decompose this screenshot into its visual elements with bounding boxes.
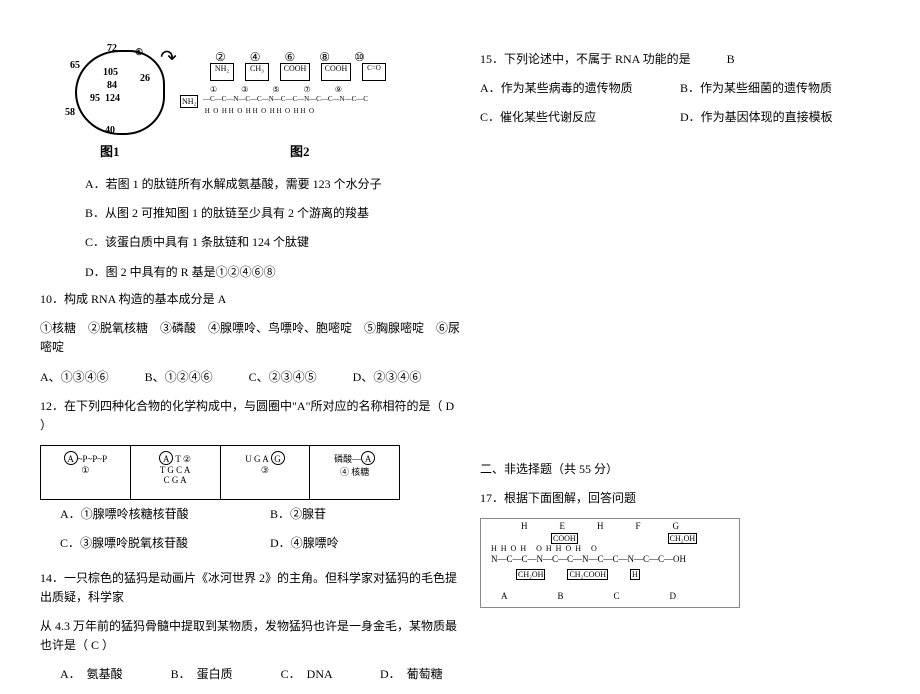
circ-7: ⑦ [304, 85, 311, 94]
backbone: —C—C—N—C—C—N—C—C—N—C—C—N—C—C [203, 95, 368, 103]
num-105: 105 [103, 67, 118, 78]
q15-d: D．作为基因体现的直接模板 [680, 108, 880, 127]
bottom-row: H O H H O H H O H H O H H O [203, 107, 314, 115]
grp-ch2cooh: CH₂COOH [567, 569, 608, 580]
bo: H O H H O H H O H H O H H O [203, 107, 314, 115]
q12-opt-b: B．②腺苷 [250, 505, 460, 524]
q17-stem: 17．根据下面图解，回答问题 [480, 489, 880, 508]
q17-oh: OH [673, 554, 686, 564]
num-95: 95 [90, 93, 100, 104]
section2-title: 二、非选择题（共 55 分） [480, 460, 880, 479]
mid-circles: ① ③ ⑤ ⑦ ⑨ [210, 85, 342, 94]
q17-top-groups: COOH CH₂OH [551, 533, 697, 544]
q17-bottom-labels: A B C D [501, 591, 676, 601]
circ-5: ⑤ [272, 85, 279, 94]
arrow-icon: ↷ [160, 45, 177, 70]
num-58: 58 [65, 107, 75, 118]
num-72: 72 [107, 43, 117, 54]
circ-a-4: A [361, 451, 375, 465]
num-124: 124 [105, 93, 120, 104]
lbl-f: F [636, 521, 641, 531]
box-cooh2: COOH [321, 63, 351, 81]
figure2-label: 图2 [290, 141, 310, 160]
right-column: 15．下列论述中，不属于 RNA 功能的是 B A．作为某些病毒的遗传物质 B．… [480, 50, 880, 138]
q12-p1-num: ① [81, 465, 89, 475]
q14-stem2: 从 4.3 万年前的猛犸骨髓中提取到某物质，发物猛犸也许是一身金毛，某物质最也许… [40, 617, 460, 655]
circ-a-3: G [271, 451, 285, 465]
q17-backbone: N—C—C—N—C—C—N—C—C—N—C—C—OH [491, 554, 686, 564]
q15-stem: 15．下列论述中，不属于 RNA 功能的是 B [480, 50, 880, 69]
q15-b: B．作为某些细菌的遗传物质 [680, 79, 880, 98]
circ-a-1: A [64, 451, 78, 465]
circ-a-2: A [159, 451, 173, 465]
peptide-blob [75, 50, 165, 135]
lbl-g: G [673, 521, 680, 531]
q9-opt-d: D．图 2 中具有的 R 基是①②④⑥⑧ [65, 263, 455, 282]
grp-ch2oh: CH₂OH [668, 533, 697, 544]
circle-1-fig1: ① [135, 47, 143, 58]
q9-opt-c: C．该蛋白质中具有 1 条肽链和 124 个肽键 [65, 233, 455, 252]
q12-opts: A．①腺嘌呤核糖核苷酸 B．②腺苷 C．③腺嘌呤脱氧核苷酸 D．④腺嘌呤 [40, 505, 460, 563]
q12-opt-c: C．③腺嘌呤脱氧核苷酸 [40, 534, 250, 553]
box-ch3: CH₃ [245, 63, 269, 81]
q12-p3: U G A G③ [221, 446, 311, 499]
circ-9: ⑨ [335, 85, 342, 94]
q14-opts: A． 氨基酸 B． 蛋白质 C． DNA D． 葡萄糖 [40, 665, 460, 684]
grp-h: H [630, 569, 640, 580]
q9-options: A．若图 1 的肽链所有水解成氨基酸，需要 123 个水分子 B．从图 2 可推… [65, 175, 455, 292]
q9-opt-a: A．若图 1 的肽链所有水解成氨基酸，需要 123 个水分子 [65, 175, 455, 194]
q10-opts: A、①③④⑥ B、①②④⑥ C、②③④⑤ D、②③④⑥ [40, 368, 460, 387]
q15-a: A．作为某些病毒的遗传物质 [480, 79, 680, 98]
figure1-label: 图1 [100, 141, 120, 160]
q15-row1: A．作为某些病毒的遗传物质 B．作为某些细菌的遗传物质 [480, 79, 880, 108]
num-65: 65 [70, 60, 80, 71]
q10-stem: 10．构成 RNA 构造的基本成分是 A [40, 290, 460, 309]
q17-top-labels: H E H F G [521, 521, 679, 531]
box-co: C=O [362, 63, 386, 81]
num-40: 40 [105, 125, 115, 136]
q17-figure: H E H F G COOH CH₂OH N—C—C—N—C—C—N—C—C—N… [480, 518, 740, 608]
num-26: 26 [140, 73, 150, 84]
right-lower: 二、非选择题（共 55 分） 17．根据下面图解，回答问题 H E H F G … [480, 460, 880, 608]
lbl-h1: H [521, 521, 528, 531]
q15-c: C．催化某些代谢反应 [480, 108, 680, 127]
figure-2: ② ④ ⑥ ⑧ ⑩ NH₂ CH₃ COOH COOH C=O ① ③ ⑤ ⑦ … [195, 45, 435, 155]
bb1: —C—C—N—C—C—N—C—C—N—C—C—N—C—C [203, 95, 368, 103]
grp-ch2oh-2: CH₂OH [516, 569, 545, 580]
q12-opt-a: A．①腺嘌呤核糖核苷酸 [40, 505, 250, 524]
q12-stem: 12．在下列四种化合物的化学构成中，与圆圈中"A"所对应的名称相符的是（ D ） [40, 397, 460, 435]
q14-stem1: 14．一只棕色的猛犸是动画片《冰河世界 2》的主角。但科学家对猛犸的毛色提出质疑… [40, 569, 460, 607]
lbl-c: C [614, 591, 620, 601]
q17-h-top: H H O H O H H O H O [491, 544, 597, 553]
circ-3: ③ [241, 85, 248, 94]
q12-p1: A~P~P~P① [41, 446, 131, 499]
q9-opt-b: B．从图 2 可推知图 1 的肽链至少具有 2 个游离的羧基 [65, 204, 455, 223]
box-cooh1: COOH [280, 63, 310, 81]
q12-opt-d: D．④腺嘌呤 [250, 534, 460, 553]
num-84: 84 [107, 80, 117, 91]
lbl-h2: H [597, 521, 604, 531]
figure-area: 72 65 105 84 26 95 124 58 40 ① 图1 ↷ ② ④ … [65, 45, 435, 165]
nh2-left: NH₂ [180, 95, 198, 108]
grp-cooh: COOH [551, 533, 578, 544]
q12-p2: A T ②T G C AC G A [131, 446, 221, 499]
lbl-b: B [558, 591, 564, 601]
q15-row2: C．催化某些代谢反应 D．作为基因体现的直接模板 [480, 108, 880, 137]
box-nh2: NH₂ [210, 63, 234, 81]
q17-bottom-groups: CH₂OH CH₂COOH H [516, 569, 640, 580]
top-boxes: NH₂ CH₃ COOH COOH C=O [210, 63, 386, 81]
q12-figure: A~P~P~P① A T ②T G C AC G A U G A G③ 磷酸—A… [40, 445, 400, 500]
lbl-a: A [501, 591, 508, 601]
q12-p4: 磷酸—A④ 核糖 [310, 446, 399, 499]
q10-items: ①核糖 ②脱氧核糖 ③磷酸 ④腺嘌呤、鸟嘌呤、胞嘧啶 ⑤胸腺嘧啶 ⑥尿嘧啶 [40, 319, 460, 357]
lbl-e: E [560, 521, 566, 531]
lbl-d: D [670, 591, 677, 601]
left-lower: 10．构成 RNA 构造的基本成分是 A ①核糖 ②脱氧核糖 ③磷酸 ④腺嘌呤、… [40, 290, 460, 694]
circ-1: ① [210, 85, 217, 94]
